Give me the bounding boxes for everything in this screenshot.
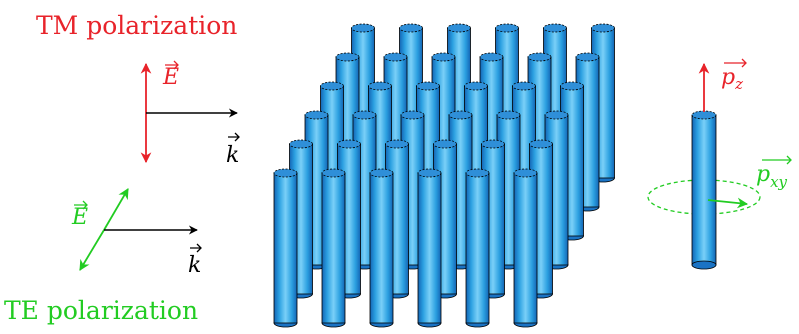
rod-top — [399, 23, 423, 33]
rod-r1-c1 — [273, 168, 298, 328]
single-rod-body — [691, 114, 717, 266]
rod-body — [273, 172, 298, 324]
te-k-label: k — [188, 243, 202, 278]
rod-body — [321, 172, 346, 324]
rod-body — [513, 172, 538, 324]
pz-label-text: pz — [721, 65, 743, 93]
rod-top — [495, 23, 519, 33]
te-k-vector-accent — [190, 243, 202, 253]
rod-top — [433, 139, 457, 149]
rod-r1-c5 — [465, 168, 490, 328]
rod-top — [575, 52, 600, 62]
single-rod-bottom — [691, 260, 717, 270]
rod-top — [351, 23, 375, 33]
rod-top — [337, 139, 361, 149]
te-e-label: E — [71, 200, 88, 230]
rod-top — [527, 52, 552, 62]
rod-r1-c3 — [369, 168, 394, 328]
rod-top — [400, 110, 425, 120]
rod-top — [321, 168, 346, 178]
pz-vector-accent — [724, 58, 747, 68]
rod-top — [479, 52, 504, 62]
rod-top — [512, 81, 536, 91]
rod-r1-c2 — [321, 168, 346, 328]
rod-top — [289, 139, 313, 149]
single-rod-top — [691, 110, 717, 120]
tm-k-vector-accent — [228, 132, 240, 142]
rod-lattice — [273, 23, 615, 328]
rod-top — [591, 23, 615, 33]
rod-top — [464, 81, 488, 91]
pxy-vector-accent — [762, 155, 792, 165]
te-polarization-title: TE polarization — [4, 296, 198, 325]
rod-top — [431, 52, 456, 62]
te-k-label-text: k — [188, 253, 201, 278]
rod-top — [304, 110, 329, 120]
te-e-vector-accent — [74, 200, 88, 210]
tm-e-label: E — [162, 60, 179, 90]
te-e-field-arrow-down — [79, 229, 105, 271]
tm-e-vector-accent — [165, 60, 179, 70]
pxy-label: pxy — [756, 155, 792, 191]
rod-top — [513, 168, 538, 178]
rod-top — [416, 81, 440, 91]
rod-top — [368, 81, 392, 91]
pz-label-subscript: z — [734, 75, 743, 93]
rod-r1-c4 — [417, 168, 442, 328]
rod-top — [544, 110, 569, 120]
tm-polarization-title: TM polarization — [36, 11, 237, 40]
tm-k-label: k — [226, 132, 240, 168]
rod-top — [383, 52, 408, 62]
pxy-label-text: pxy — [756, 162, 788, 191]
rod-top — [385, 139, 409, 149]
rod-top — [320, 81, 344, 91]
single-rod — [647, 62, 761, 270]
rod-top — [465, 168, 490, 178]
pxy-label-subscript: xy — [770, 173, 787, 191]
rod-top — [335, 52, 360, 62]
rod-top — [543, 23, 567, 33]
rod-top — [481, 139, 505, 149]
pxy-dipole-arrow — [707, 197, 749, 209]
rod-r1-c6 — [513, 168, 538, 328]
pz-label: pz — [721, 58, 747, 93]
rod-top — [448, 110, 473, 120]
te-e-label-text: E — [71, 205, 88, 230]
pxy-label-base: p — [756, 162, 770, 187]
rod-top — [352, 110, 377, 120]
rod-body — [417, 172, 442, 324]
rod-top — [369, 168, 394, 178]
rod-body — [465, 172, 490, 324]
te-e-field-arrow-up — [103, 188, 129, 231]
rod-top — [447, 23, 471, 33]
rod-body — [369, 172, 394, 324]
rod-top — [273, 168, 298, 178]
rod-top — [496, 110, 521, 120]
tm-k-label-text: k — [226, 143, 239, 168]
rod-top — [417, 168, 442, 178]
rod-top — [560, 81, 584, 91]
tm-e-label-text: E — [162, 65, 179, 90]
rod-top — [529, 139, 553, 149]
pz-label-base: p — [721, 65, 735, 90]
